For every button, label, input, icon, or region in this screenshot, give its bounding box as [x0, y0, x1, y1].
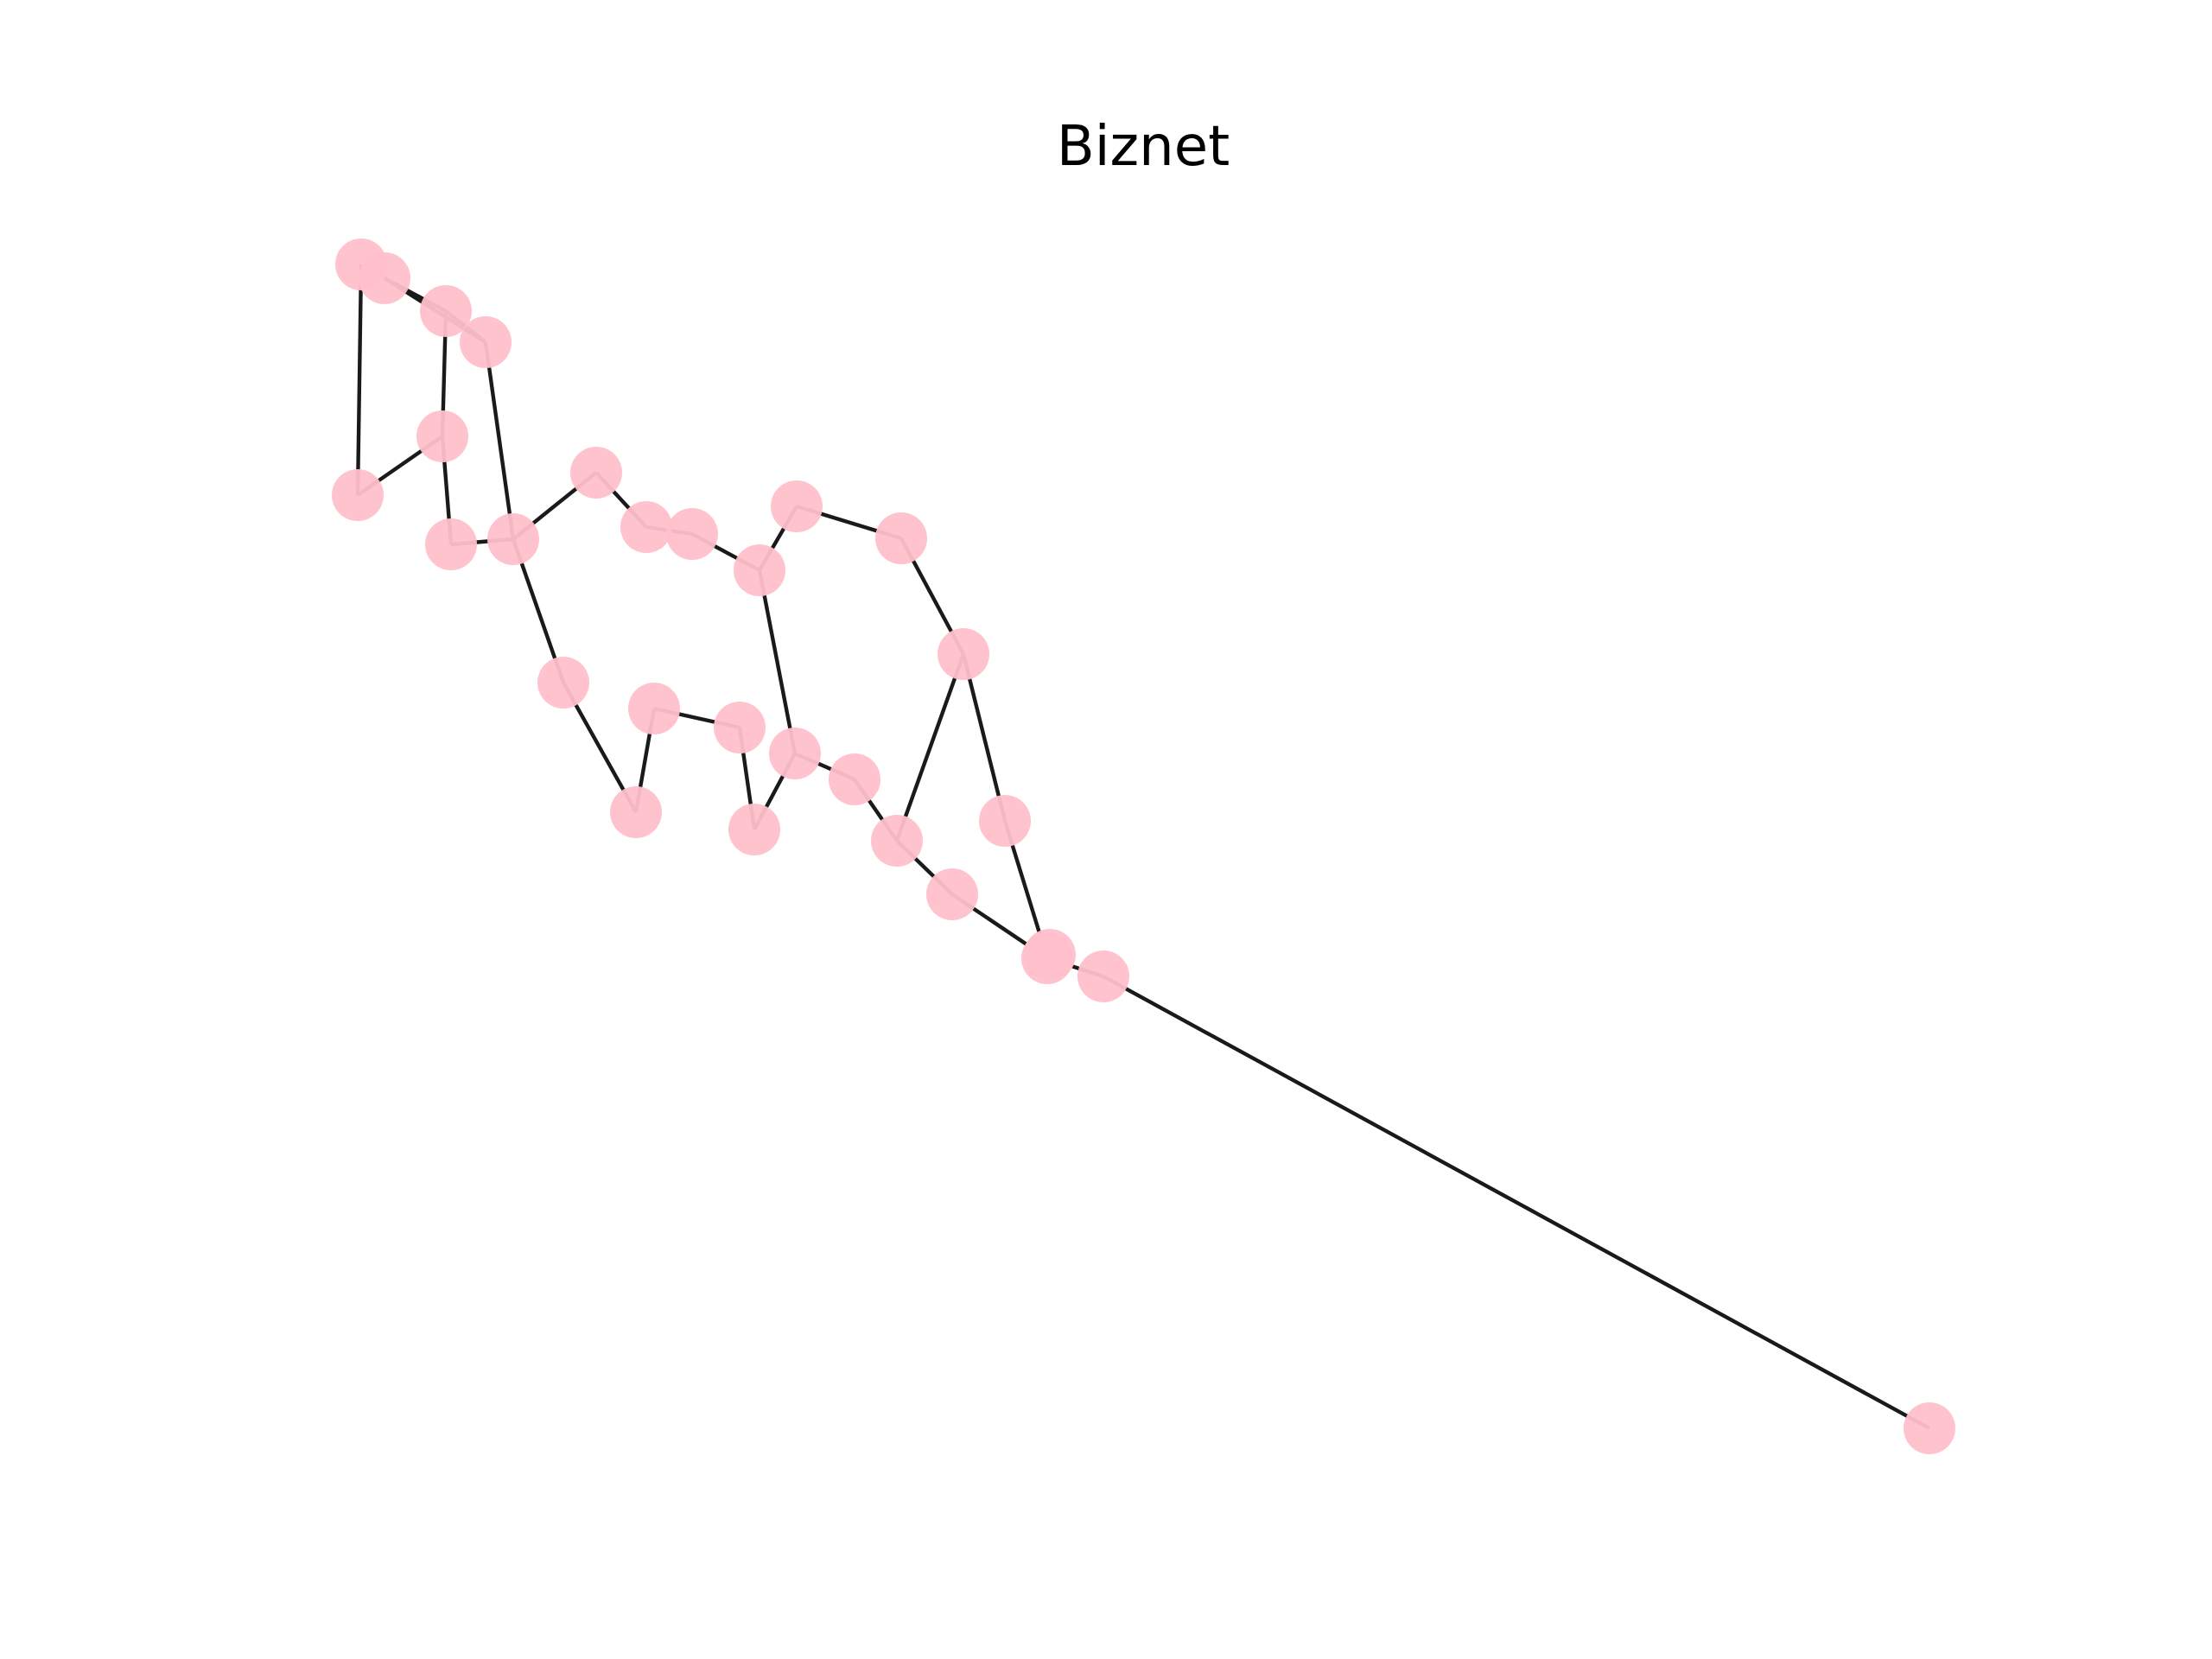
graph-node	[926, 868, 978, 920]
graph-node	[416, 410, 468, 462]
graph-node	[570, 447, 622, 499]
graph-node	[875, 512, 927, 564]
graph-node	[537, 657, 589, 709]
graph-edge	[961, 653, 1007, 822]
nodes-layer	[332, 238, 1955, 1454]
graph-node	[425, 518, 477, 570]
graph-node	[487, 513, 539, 565]
graph-node	[771, 480, 823, 532]
graph-edge	[1102, 975, 1931, 1430]
graph-node	[1077, 950, 1129, 1002]
graph-node	[728, 804, 780, 855]
graph-node	[714, 702, 766, 753]
graph-node	[332, 469, 384, 521]
graph-node	[1024, 929, 1076, 981]
graph-node	[769, 728, 821, 779]
graph-node	[628, 683, 680, 734]
graph-node	[979, 795, 1031, 847]
graph-node	[938, 628, 989, 680]
graph-node	[359, 252, 410, 304]
graph-edge	[894, 653, 966, 842]
graph-node	[734, 544, 785, 596]
graph-edge	[757, 569, 798, 754]
chart-title: Biznet	[1056, 115, 1230, 179]
graph-node	[420, 285, 472, 337]
graph-node	[1904, 1402, 1955, 1454]
graph-node	[829, 753, 880, 805]
graph-edge	[355, 264, 364, 496]
graph-edge	[483, 341, 516, 540]
graph-node	[610, 786, 662, 838]
graph-node	[666, 508, 718, 560]
edges-layer	[355, 264, 1931, 1430]
graph-node	[871, 815, 923, 867]
graph-node	[460, 316, 512, 368]
graph-node	[620, 501, 672, 553]
